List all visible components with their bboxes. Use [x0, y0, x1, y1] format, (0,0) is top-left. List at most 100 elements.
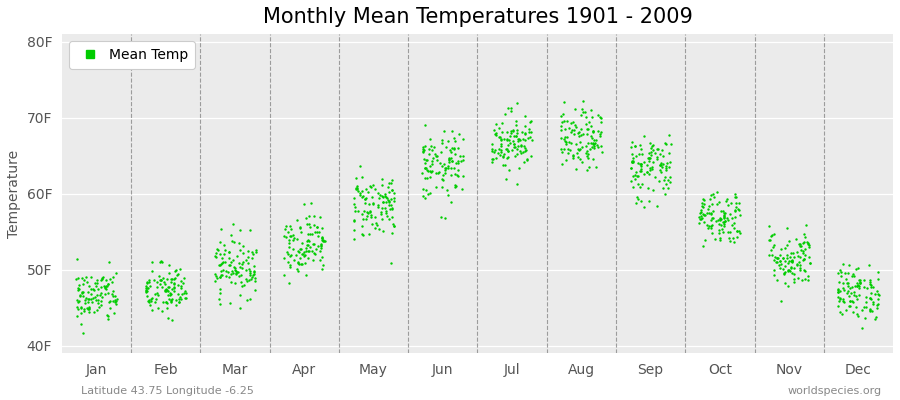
Point: [164, 298, 178, 305]
Point: [418, 165, 432, 171]
Point: [425, 160, 439, 167]
Point: [712, 221, 726, 227]
Point: [76, 308, 91, 314]
Point: [870, 269, 885, 276]
Point: [655, 164, 670, 170]
Point: [708, 217, 723, 224]
Point: [495, 120, 509, 126]
Point: [175, 283, 189, 289]
Point: [511, 138, 526, 145]
Point: [841, 270, 855, 276]
Point: [776, 255, 790, 262]
Point: [240, 297, 255, 303]
Point: [453, 152, 467, 159]
Point: [720, 196, 734, 202]
Point: [790, 262, 805, 268]
Point: [717, 218, 732, 224]
Point: [839, 276, 853, 282]
Point: [519, 147, 534, 154]
Point: [770, 255, 784, 261]
Point: [441, 164, 455, 171]
Point: [642, 149, 656, 156]
Point: [590, 128, 605, 134]
Point: [556, 146, 571, 152]
Point: [521, 126, 535, 132]
Point: [290, 266, 304, 272]
Point: [141, 284, 156, 291]
Point: [761, 223, 776, 230]
Point: [154, 258, 168, 265]
Point: [416, 148, 430, 155]
Point: [852, 283, 867, 289]
Point: [848, 283, 862, 289]
Point: [732, 228, 746, 235]
Point: [350, 186, 365, 192]
Point: [283, 237, 297, 244]
Point: [720, 215, 734, 221]
Point: [378, 191, 392, 198]
Point: [444, 164, 458, 171]
Point: [101, 313, 115, 319]
Point: [243, 270, 257, 276]
Point: [301, 241, 315, 248]
Point: [713, 235, 727, 241]
Point: [633, 168, 647, 174]
Point: [706, 215, 720, 221]
Point: [585, 144, 599, 150]
Point: [648, 149, 662, 156]
Point: [716, 212, 731, 219]
Point: [643, 140, 657, 146]
Point: [654, 147, 669, 153]
Point: [728, 200, 742, 206]
Point: [431, 168, 446, 175]
Point: [768, 254, 782, 260]
Point: [374, 210, 389, 217]
Point: [346, 227, 361, 233]
Point: [593, 114, 608, 120]
Point: [370, 222, 384, 228]
Point: [506, 137, 520, 144]
Point: [642, 154, 656, 161]
Point: [227, 239, 241, 245]
Point: [844, 284, 859, 290]
Point: [727, 194, 742, 200]
Point: [309, 246, 323, 252]
Point: [662, 132, 676, 139]
Point: [859, 304, 873, 310]
Point: [442, 158, 456, 165]
Point: [248, 247, 263, 253]
Point: [423, 163, 437, 169]
Point: [354, 162, 368, 169]
Point: [140, 285, 154, 292]
Point: [311, 243, 326, 249]
Point: [302, 213, 316, 220]
Point: [831, 270, 845, 276]
Point: [507, 128, 521, 134]
Point: [356, 188, 370, 195]
Point: [625, 159, 639, 166]
Point: [355, 222, 369, 229]
Point: [293, 229, 308, 236]
Point: [783, 265, 797, 271]
Point: [488, 131, 502, 137]
Point: [233, 272, 248, 278]
Point: [484, 159, 499, 165]
Point: [778, 280, 792, 287]
Point: [712, 199, 726, 206]
Point: [779, 255, 794, 261]
Point: [353, 191, 367, 198]
Point: [558, 139, 572, 146]
Point: [314, 254, 328, 260]
Point: [717, 222, 732, 229]
Point: [595, 148, 609, 155]
Point: [871, 301, 886, 307]
Point: [572, 154, 586, 160]
Point: [219, 273, 233, 279]
Point: [794, 243, 808, 250]
Point: [436, 128, 451, 134]
Point: [386, 221, 400, 227]
Point: [233, 304, 248, 311]
Point: [791, 275, 806, 281]
Point: [852, 280, 867, 286]
Point: [383, 196, 398, 202]
